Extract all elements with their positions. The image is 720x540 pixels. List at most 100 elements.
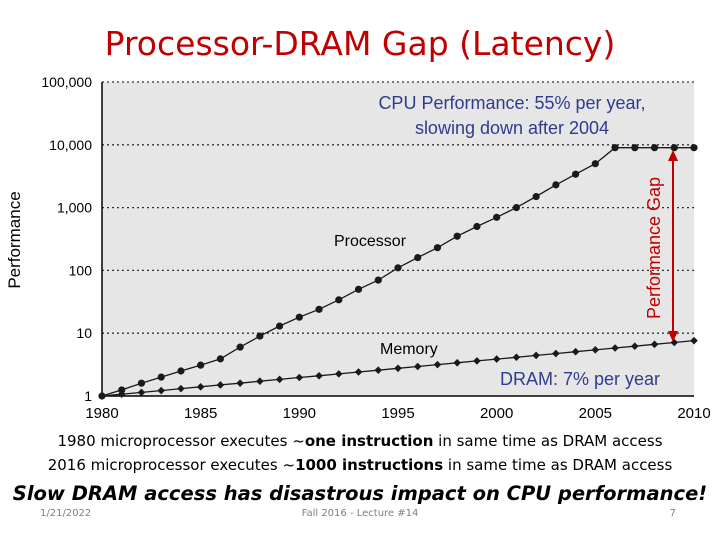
processor-point [414, 253, 422, 262]
footer-page-number: 7 [669, 508, 676, 519]
caption-1980-bold: one instruction [304, 432, 434, 450]
memory-point [532, 351, 540, 360]
memory-point [275, 375, 284, 384]
processor-point [394, 264, 402, 272]
processor-point [276, 322, 284, 330]
gap-arrow-head-top [668, 150, 678, 161]
memory-point [157, 386, 165, 395]
slide-title: Processor-DRAM Gap (Latency) [104, 24, 616, 63]
memory-point [492, 355, 501, 363]
memory-point [512, 353, 521, 362]
memory-point [552, 349, 560, 358]
memory-point [433, 360, 442, 369]
memory-point [315, 371, 323, 380]
memory-point [177, 384, 185, 393]
processor-point [236, 343, 244, 351]
processor-point [650, 144, 659, 152]
x-tick-label: 1990 [283, 405, 316, 422]
x-tick-label: 2010 [677, 405, 710, 422]
y-tick-label: 10 [76, 325, 92, 341]
memory-point [98, 392, 106, 400]
caption-1980: 1980 microprocessor executes ~one instru… [0, 432, 720, 450]
processor-point [572, 170, 580, 178]
memory-point [650, 340, 659, 349]
processor-point [137, 379, 146, 387]
latency-chart: 1 10 100 1,000 10,000 100,000 1980 1985 1990 199… [5, 74, 711, 422]
y-tick-labels: 1 10 100 1,000 10,000 100,000 [41, 74, 92, 404]
memory-point [473, 357, 481, 365]
cpu-annotation-line2: slowing down after 2004 [415, 118, 609, 138]
processor-point [493, 213, 501, 221]
processor-point [197, 361, 205, 369]
y-tick-label: 100 [69, 262, 93, 278]
processor-point [256, 332, 264, 340]
x-tick-label: 1980 [85, 405, 118, 422]
processor-point [433, 244, 442, 252]
memory-point [413, 362, 422, 371]
processor-point [631, 144, 639, 152]
y-tick-label: 1 [84, 388, 92, 404]
memory-point [453, 358, 461, 367]
memory-point [295, 373, 304, 382]
gap-arrow-head-bottom [668, 331, 678, 342]
cpu-annotation-line1: CPU Performance: 55% per year, [378, 93, 645, 113]
memory-point [571, 347, 580, 356]
footer-date: 1/21/2022 [40, 508, 92, 519]
processor-point [532, 192, 540, 201]
memory-point [196, 383, 205, 391]
memory-point [394, 364, 402, 373]
memory-point [354, 368, 363, 376]
memory-point [611, 344, 619, 352]
processor-point [374, 276, 382, 284]
caption-1980-post: in same time as DRAM access [433, 432, 663, 450]
y-axis-label: Performance [5, 191, 24, 288]
footer-course: Fall 2016 - Lecture #14 [301, 508, 419, 519]
caption-2016-pre: 2016 microprocessor executes ~ [47, 456, 296, 474]
processor-point [453, 232, 461, 240]
memory-point [236, 379, 244, 387]
series-markers [98, 144, 698, 400]
memory-point [216, 381, 225, 389]
x-tick-label: 1985 [184, 405, 217, 422]
takeaway-text: Slow DRAM access has disastrous impact o… [12, 482, 708, 505]
processor-point [552, 181, 560, 189]
processor-point [335, 296, 343, 304]
plot-area [102, 82, 694, 396]
x-tick-label: 2000 [480, 405, 513, 422]
processor-point [177, 367, 185, 375]
processor-point [512, 204, 521, 212]
processor-point [315, 305, 323, 313]
memory-point [631, 342, 639, 350]
processor-point [473, 222, 481, 231]
processor-point [157, 373, 165, 381]
processor-point [611, 144, 619, 152]
caption-2016: 2016 microprocessor executes ~1000 instr… [0, 456, 720, 474]
performance-gap-arrow [668, 150, 678, 342]
memory-point [117, 390, 126, 398]
caption-1980-pre: 1980 microprocessor executes ~ [57, 432, 305, 450]
processor-point [118, 386, 126, 394]
processor-label: Processor [334, 233, 407, 250]
memory-point [374, 366, 383, 374]
processor-point [670, 144, 678, 152]
caption-2016-post: in same time as DRAM access [443, 456, 673, 474]
memory-point [256, 377, 264, 386]
performance-gap-label: Performance Gap [644, 177, 664, 319]
processor-point [216, 355, 224, 363]
caption-2016-bold: 1000 instructions [295, 456, 444, 474]
processor-point [295, 313, 303, 321]
processor-point [690, 144, 698, 152]
memory-point [690, 336, 698, 345]
dram-annotation: DRAM: 7% per year [500, 369, 660, 389]
x-tick-label: 1995 [381, 405, 414, 422]
memory-point [335, 370, 343, 378]
memory-label: Memory [380, 341, 438, 358]
y-tick-label: 10,000 [49, 137, 92, 153]
y-tick-label: 1,000 [57, 200, 92, 216]
processor-point [354, 285, 363, 293]
processor-point [591, 160, 599, 168]
x-tick-labels: 1980 1985 1990 1995 2000 2005 2010 [85, 405, 710, 422]
memory-point [137, 388, 146, 397]
y-tick-label: 100,000 [41, 74, 92, 90]
x-tick-label: 2005 [579, 405, 612, 422]
